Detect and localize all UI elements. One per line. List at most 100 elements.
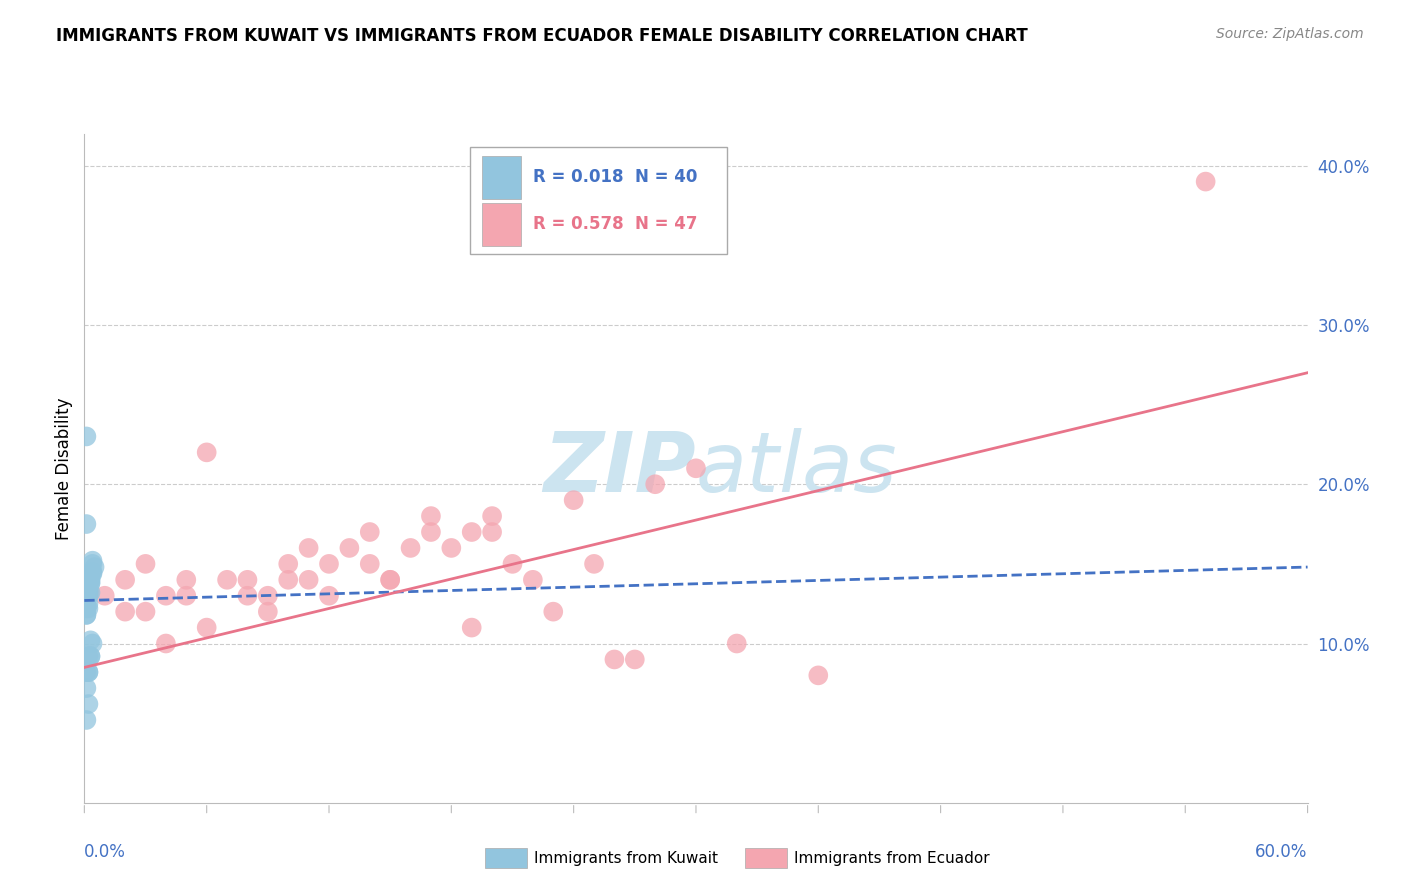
Point [77, 665, 100, 680]
Point [77, 589, 100, 603]
Point [79, 573, 101, 587]
Point [77, 601, 100, 615]
Point [75, 681, 97, 695]
Text: Immigrants from Kuwait: Immigrants from Kuwait [534, 851, 718, 865]
Point [77, 665, 100, 680]
Point [75, 607, 97, 622]
Text: Immigrants from Ecuador: Immigrants from Ecuador [794, 851, 990, 865]
Point [155, 589, 177, 603]
Point [725, 636, 748, 650]
Point [77, 589, 100, 603]
Point [77, 582, 100, 597]
Point [318, 589, 340, 603]
Point [79, 576, 101, 591]
Point [461, 621, 484, 635]
Point [75, 429, 97, 443]
Point [481, 509, 503, 524]
Point [82, 636, 104, 650]
Point [257, 589, 280, 603]
Text: 60.0%: 60.0% [1256, 843, 1308, 861]
Text: Source: ZipAtlas.com: Source: ZipAtlas.com [1216, 27, 1364, 41]
Text: 0.0%: 0.0% [84, 843, 127, 861]
Point [79, 569, 101, 583]
Point [603, 652, 626, 666]
Point [298, 573, 321, 587]
Point [644, 477, 666, 491]
Point [318, 557, 340, 571]
Point [195, 621, 218, 635]
Point [75, 601, 97, 615]
Point [461, 524, 484, 539]
Point [257, 605, 280, 619]
Point [420, 524, 443, 539]
Point [420, 509, 443, 524]
Point [79, 585, 101, 599]
FancyBboxPatch shape [470, 147, 727, 254]
Text: N = 47: N = 47 [636, 215, 697, 233]
Point [380, 573, 402, 587]
FancyBboxPatch shape [482, 202, 522, 246]
Point [82, 557, 104, 571]
Point [82, 566, 104, 581]
Point [75, 569, 97, 583]
Text: IMMIGRANTS FROM KUWAIT VS IMMIGRANTS FROM ECUADOR FEMALE DISABILITY CORRELATION : IMMIGRANTS FROM KUWAIT VS IMMIGRANTS FRO… [56, 27, 1028, 45]
Point [75, 713, 97, 727]
Point [155, 636, 177, 650]
Point [79, 649, 101, 664]
Text: atlas: atlas [696, 428, 897, 508]
Point [75, 517, 97, 532]
Point [114, 605, 136, 619]
Point [298, 541, 321, 555]
Point [77, 583, 100, 598]
Point [82, 565, 104, 579]
Point [77, 579, 100, 593]
Point [75, 581, 97, 595]
Point [685, 461, 707, 475]
Point [277, 557, 299, 571]
Y-axis label: Female Disability: Female Disability [55, 397, 73, 540]
Point [380, 573, 402, 587]
Point [79, 573, 101, 587]
Point [583, 557, 606, 571]
Point [93, 589, 117, 603]
FancyBboxPatch shape [482, 156, 522, 200]
Point [79, 633, 101, 648]
Point [114, 573, 136, 587]
Point [135, 557, 157, 571]
Point [75, 591, 97, 606]
Point [236, 589, 259, 603]
Point [77, 585, 100, 599]
Point [562, 493, 585, 508]
Point [82, 554, 104, 568]
Point [79, 576, 101, 591]
Point [77, 585, 100, 599]
Point [176, 573, 198, 587]
Point [176, 589, 198, 603]
Point [399, 541, 422, 555]
Point [440, 541, 463, 555]
Point [359, 557, 381, 571]
Point [195, 445, 218, 459]
Text: R = 0.578: R = 0.578 [533, 215, 624, 233]
Point [217, 573, 239, 587]
Point [75, 665, 97, 680]
Point [83, 560, 105, 574]
Point [277, 573, 299, 587]
Point [624, 652, 647, 666]
Point [75, 599, 97, 613]
Text: N = 40: N = 40 [636, 169, 697, 186]
Point [1195, 175, 1218, 189]
Point [481, 524, 503, 539]
Point [77, 649, 100, 664]
Point [77, 597, 100, 611]
Text: R = 0.018: R = 0.018 [533, 169, 624, 186]
Point [522, 573, 544, 587]
Point [543, 605, 565, 619]
Point [135, 605, 157, 619]
Point [807, 668, 830, 682]
Point [359, 524, 381, 539]
Point [79, 649, 101, 664]
Point [236, 573, 259, 587]
Point [75, 607, 97, 622]
Point [339, 541, 361, 555]
